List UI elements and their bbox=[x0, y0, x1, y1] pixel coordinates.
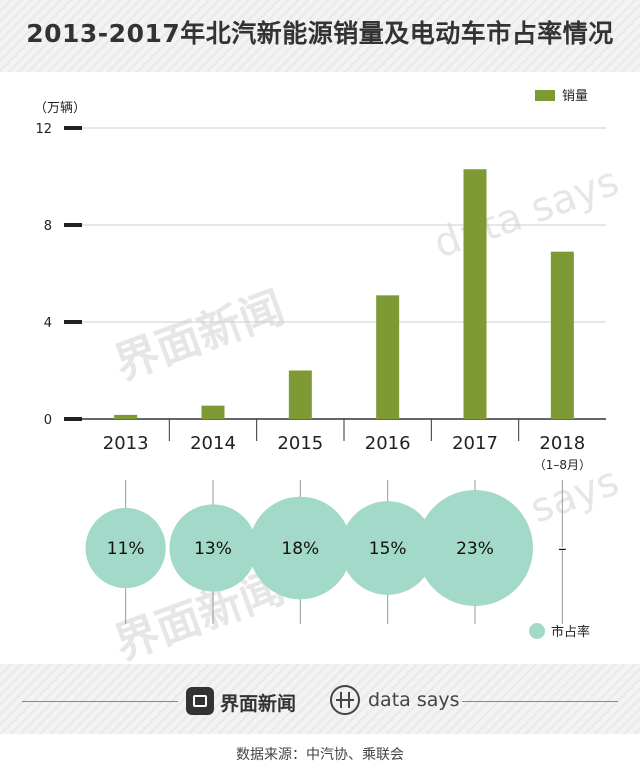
x-tick-label: 2018 bbox=[539, 433, 585, 454]
footer-brand-name: 界面新闻 bbox=[220, 693, 297, 715]
bubble-market-share bbox=[249, 496, 352, 600]
bubble-label: 13% bbox=[194, 539, 232, 559]
x-tick-label: 2015 bbox=[277, 433, 323, 454]
x-tick-label: 2016 bbox=[365, 433, 411, 454]
x-tick-label: 2014 bbox=[190, 433, 236, 454]
bar-chart: （万辆） 销量 0 4 8 12 2013 2014 2015 2016 2017 2018 （1–8月… bbox=[34, 89, 606, 472]
page-title: 2013-2017年北汽新能源销量及电动车市占率情况 bbox=[26, 19, 614, 48]
bar-sales bbox=[550, 251, 574, 419]
y-unit-label: （万辆） bbox=[34, 101, 86, 116]
market-share-bubbles: 11% 13% 18% 15% 23% – 市占率 bbox=[85, 480, 590, 640]
footer-rule-right bbox=[462, 701, 618, 702]
bubble-label: 23% bbox=[456, 539, 494, 559]
legend-label-share: 市占率 bbox=[551, 624, 590, 640]
bubble-label: – bbox=[558, 539, 567, 559]
legend-label-sales: 销量 bbox=[562, 89, 588, 104]
footer-brand-en: data says bbox=[368, 689, 460, 711]
source-note: 数据来源：中汽协、乘联会 bbox=[236, 747, 404, 763]
bar-sales bbox=[288, 370, 312, 419]
title-band bbox=[0, 0, 640, 72]
bar-sales bbox=[376, 295, 400, 419]
x-tick-label: 2013 bbox=[103, 433, 149, 454]
bar-sales bbox=[463, 169, 487, 419]
legend-swatch-share bbox=[529, 623, 545, 639]
y-tick-mark bbox=[64, 223, 82, 227]
bubble-market-share bbox=[169, 504, 257, 592]
bar-sales bbox=[201, 405, 225, 419]
y-tick-mark bbox=[64, 126, 82, 130]
bubble-market-share bbox=[340, 501, 435, 595]
datasays-logo-icon bbox=[330, 685, 360, 715]
footer-brand: 界面新闻 data says bbox=[0, 684, 640, 718]
y-tick-label: 12 bbox=[35, 122, 52, 137]
x-tick-sublabel: （1–8月） bbox=[534, 458, 591, 472]
bar-sales bbox=[114, 414, 138, 419]
bubble-label: 11% bbox=[107, 539, 145, 559]
bubble-gap bbox=[557, 547, 568, 549]
bubble-label: 15% bbox=[369, 539, 407, 559]
legend-swatch-sales bbox=[535, 90, 555, 101]
footer-band bbox=[0, 664, 640, 734]
x-tick-label: 2017 bbox=[452, 433, 498, 454]
jiemian-logo-icon bbox=[186, 687, 214, 715]
bubble-label: 18% bbox=[281, 539, 319, 559]
y-tick-label: 4 bbox=[44, 316, 52, 331]
y-tick-mark bbox=[64, 320, 82, 324]
footer-rule-left bbox=[22, 701, 178, 702]
y-tick-label: 8 bbox=[44, 219, 52, 234]
bubble-market-share bbox=[85, 507, 166, 589]
y-tick-label: 0 bbox=[44, 413, 52, 428]
bubble-market-share bbox=[417, 490, 533, 606]
y-tick-mark bbox=[64, 417, 82, 421]
